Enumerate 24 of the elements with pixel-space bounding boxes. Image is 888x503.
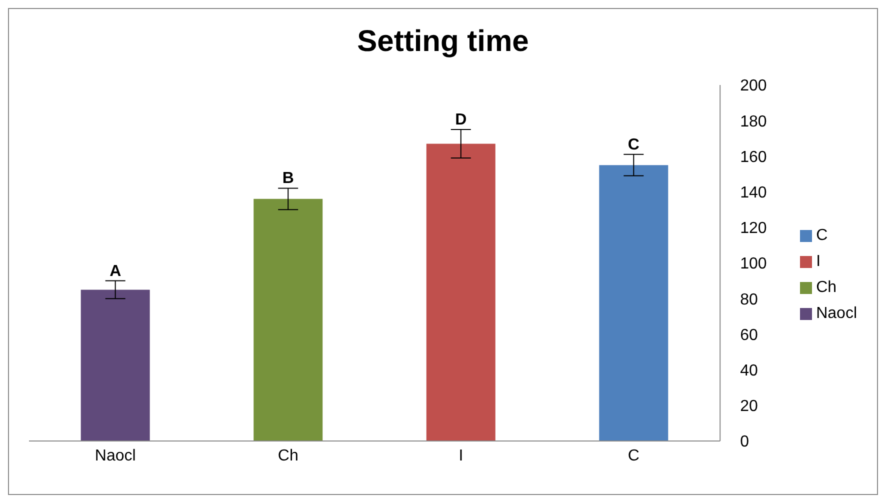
annotation: C <box>628 136 640 154</box>
y-tick-label: 160 <box>740 148 767 166</box>
legend-label: C <box>816 227 828 244</box>
legend-label: Ch <box>816 279 837 296</box>
x-tick-label: C <box>628 447 640 464</box>
annotation: B <box>282 170 294 188</box>
chart-title: Setting time <box>356 25 530 60</box>
y-tick-label: 120 <box>740 220 767 238</box>
y-tick-label: 100 <box>740 256 767 273</box>
x-tick-label: I <box>458 447 464 464</box>
y-tick-label: 140 <box>740 184 767 202</box>
x-tick-label: Ch <box>278 447 298 464</box>
y-tick-label: 80 <box>740 291 758 308</box>
y-tick-label: 200 <box>740 78 767 95</box>
y-tick-label: 20 <box>740 398 758 416</box>
y-tick-label: 60 <box>740 326 758 344</box>
x-tick-label: Naocl <box>94 447 136 464</box>
legend-label: I <box>816 253 821 270</box>
y-tick-label: 0 <box>740 434 750 451</box>
annotation: D <box>455 112 467 128</box>
y-tick-label: 180 <box>740 113 767 130</box>
y-tick-label: 40 <box>740 362 758 380</box>
legend-label: Naocl <box>816 305 857 322</box>
annotation: A <box>110 262 122 280</box>
